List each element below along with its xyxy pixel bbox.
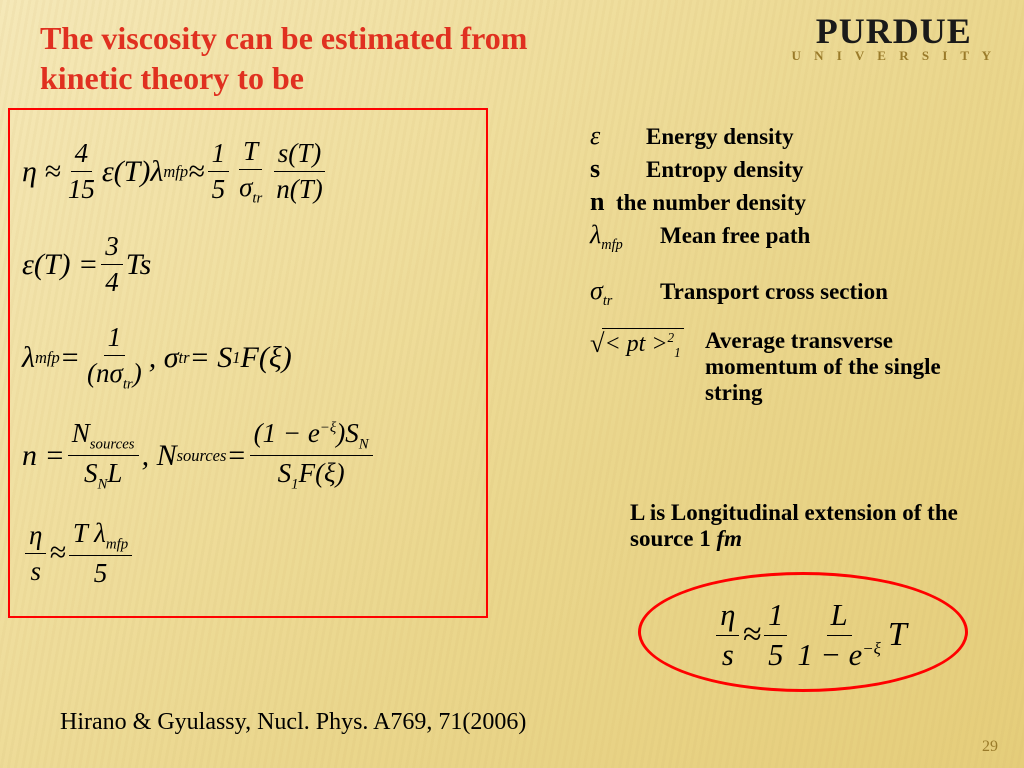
equation-eta-over-s: ηs ≈ T λmfp5 <box>22 518 474 589</box>
def-n: nthe number density <box>590 187 1010 217</box>
def-sigma-tr: σtrTransport cross section <box>590 276 1010 310</box>
equations-box: η ≈ 415 ε(T)λmfp ≈ 15 Tσtr s(T)n(T) ε(T)… <box>8 108 488 618</box>
final-equation: ηs ≈ 15 L1 − e−ξ T <box>650 580 970 690</box>
definitions-list: εEnergy density sEntropy density nthe nu… <box>590 118 1010 409</box>
logo-sub: U N I V E R S I T Y <box>792 48 996 64</box>
university-logo: PURDUE U N I V E R S I T Y <box>792 10 996 64</box>
equation-eta: η ≈ 415 ε(T)λmfp ≈ 15 Tσtr s(T)n(T) <box>22 136 474 207</box>
eq1-lhs: η ≈ <box>22 155 61 189</box>
slide-title: The viscosity can be estimated from kine… <box>40 18 600 98</box>
page-number: 29 <box>982 738 998 756</box>
L-definition: L is Longitudinal extension of the sourc… <box>630 500 1000 552</box>
def-s: sEntropy density <box>590 154 1010 184</box>
logo-main: PURDUE <box>792 10 996 52</box>
equation-n: n = NsourcesSNL , Nsources = (1 − e−ξ)SN… <box>22 418 474 494</box>
def-epsilon: εEnergy density <box>590 121 1010 151</box>
equation-lambda: λmfp = 1(nσtr) , σtr = S1 F(ξ) <box>22 322 474 393</box>
citation: Hirano & Gyulassy, Nucl. Phys. A769, 71(… <box>60 709 526 736</box>
equation-epsilon: ε(T) = 34 Ts <box>22 231 474 298</box>
def-lambda-mfp: λmfpMean free path <box>590 220 1010 254</box>
def-pt: √< pt >21 Average transverse momentum of… <box>590 328 1010 406</box>
